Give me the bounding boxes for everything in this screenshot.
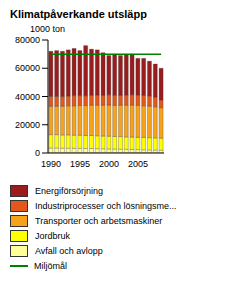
- svg-text:2000: 2000: [99, 159, 119, 169]
- svg-text:40000: 40000: [15, 92, 40, 102]
- html-text:Jordbruk: Jordbruk: [35, 230, 70, 241]
- html-text:Avfall och avlopp: Avfall och avlopp: [35, 245, 103, 256]
- html-text:Klimatpåverkande utsläpp: Klimatpåverkande utsläpp: [10, 8, 147, 20]
- svg-text:1995: 1995: [70, 159, 90, 169]
- svg-text:0: 0: [35, 148, 40, 158]
- html-text:Miljömål: Miljömål: [34, 260, 67, 271]
- html-text:Energiförsörjning: Energiförsörjning: [35, 185, 103, 196]
- svg-text:2005: 2005: [128, 159, 148, 169]
- svg-text:60000: 60000: [15, 63, 40, 73]
- svg-text:20000: 20000: [15, 120, 40, 130]
- svg-text:80000: 80000: [15, 35, 40, 45]
- html-text:1000 ton: 1000 ton: [30, 24, 65, 34]
- html-text:Industriprocesser och lösnings: Industriprocesser och lösningsme...: [35, 200, 177, 211]
- html-text:Transporter och arbetsmaskiner: Transporter och arbetsmaskiner: [35, 215, 163, 226]
- svg-text:1990: 1990: [41, 159, 61, 169]
